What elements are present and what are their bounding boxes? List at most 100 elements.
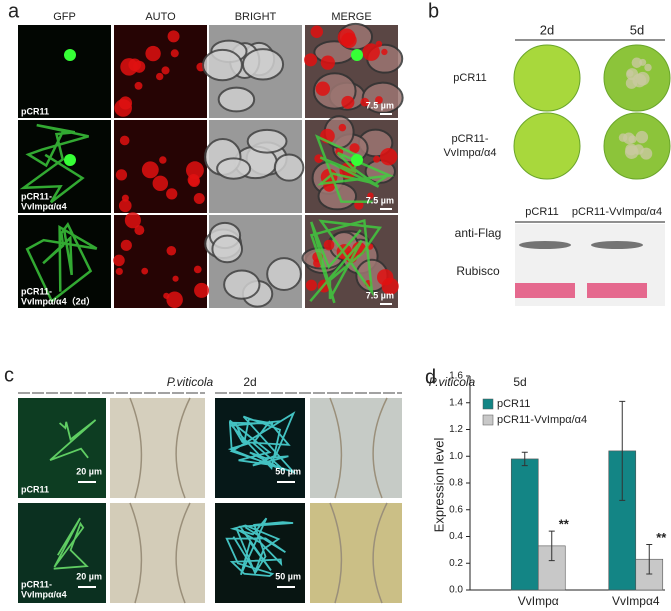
time: 5d <box>513 375 526 389</box>
chloroplast <box>310 25 324 38</box>
gfp-network <box>309 219 383 304</box>
lesion <box>631 57 643 68</box>
leaf-disc <box>513 112 581 180</box>
sample-label: pCR11- <box>21 579 52 589</box>
rubisco-band <box>587 283 647 298</box>
lesion <box>623 132 635 145</box>
legend-swatch <box>482 398 494 410</box>
chloroplast <box>134 225 145 236</box>
chloroplast <box>360 97 370 107</box>
column-header: MERGE <box>331 11 371 23</box>
y-axis-label: Expression level <box>431 438 446 533</box>
micrograph <box>114 215 207 308</box>
significance: ** <box>656 530 667 545</box>
chloroplast <box>194 282 210 298</box>
chloroplast <box>124 212 141 229</box>
panel-label: a <box>8 0 20 22</box>
x-tick-label: VvImpα <box>518 594 559 608</box>
chloroplast <box>193 265 202 274</box>
micrograph <box>110 398 205 498</box>
chloroplast <box>114 99 132 117</box>
chloroplast <box>193 193 205 205</box>
chloroplast <box>156 72 164 81</box>
cell <box>217 86 256 113</box>
cell-wall <box>129 397 191 499</box>
chloroplast <box>304 53 318 67</box>
x-tick-label: VvImpα4 <box>612 594 660 608</box>
panel-label: b <box>428 0 439 22</box>
y-tick-label: 1.2 <box>449 424 463 435</box>
cell <box>216 157 252 180</box>
micrograph <box>110 503 205 603</box>
blot-row-label: Rubisco <box>456 264 500 278</box>
cell <box>223 269 261 300</box>
chloroplast <box>141 161 159 179</box>
y-tick-label: 1.6 <box>449 371 463 382</box>
cell <box>241 48 285 81</box>
chloroplast <box>134 81 143 90</box>
hyphae <box>49 419 97 462</box>
time: 2d <box>243 375 256 389</box>
legend-label: pCR11 <box>497 398 530 410</box>
chloroplast <box>145 45 161 62</box>
chloroplast <box>367 192 374 199</box>
lesion <box>632 73 647 88</box>
panel-label: c <box>4 364 14 386</box>
y-tick-label: 0.4 <box>449 531 463 542</box>
panel-label: d <box>425 366 436 388</box>
chloroplast <box>161 66 170 75</box>
chloroplast <box>185 161 204 180</box>
cell <box>273 153 305 182</box>
scale-label: 7.5 µm <box>366 195 394 205</box>
chloroplast <box>375 40 383 48</box>
cell-wall <box>329 502 388 604</box>
blot-row-label: anti-Flag <box>455 226 502 240</box>
micrograph <box>310 398 402 498</box>
chloroplast <box>120 239 132 251</box>
chloroplast <box>362 43 380 61</box>
column-header: 2d <box>540 22 554 37</box>
cell <box>266 257 302 291</box>
sample-label: pCR11- <box>451 133 488 145</box>
leaf-disc <box>513 44 581 112</box>
chloroplast <box>141 267 149 275</box>
chloroplast <box>128 58 142 72</box>
column-header: BRIGHT <box>235 11 277 23</box>
cell <box>211 234 244 264</box>
bar <box>510 458 539 591</box>
chloroplast <box>167 30 180 43</box>
y-tick-label: 1.0 <box>449 451 463 462</box>
chloroplast <box>152 175 169 192</box>
pathogen: P.viticola <box>429 375 476 389</box>
error-bar <box>619 400 626 501</box>
gfp-network <box>314 134 395 203</box>
sample-label: VvImpα/α4 <box>443 147 496 159</box>
chloroplast <box>113 254 125 267</box>
chloroplast <box>166 291 183 308</box>
y-tick-label: 0.6 <box>449 504 463 515</box>
chloroplast <box>381 48 388 56</box>
chloroplast <box>115 169 128 181</box>
sample-label: pCR11 <box>453 72 486 84</box>
chloroplast <box>320 55 335 70</box>
sample-label: VvImpα/α4（2d） <box>21 296 95 306</box>
micrograph <box>310 503 402 603</box>
chloroplast <box>118 199 132 213</box>
chloroplast <box>166 245 177 256</box>
band <box>591 241 643 249</box>
chloroplast <box>115 267 123 276</box>
nucleus <box>64 49 76 61</box>
lesion <box>625 143 638 156</box>
pathogen: P.viticola <box>167 375 214 389</box>
lesion <box>644 63 652 72</box>
chloroplast <box>349 143 360 154</box>
lesion <box>635 130 649 144</box>
sample-label: VvImpα/α4 <box>21 589 67 599</box>
scale-label: 20 µm <box>76 571 102 581</box>
nucleus <box>64 154 76 166</box>
chloroplast <box>119 135 130 146</box>
band <box>519 241 571 249</box>
chloroplast <box>170 49 179 58</box>
chloroplast <box>380 148 398 166</box>
